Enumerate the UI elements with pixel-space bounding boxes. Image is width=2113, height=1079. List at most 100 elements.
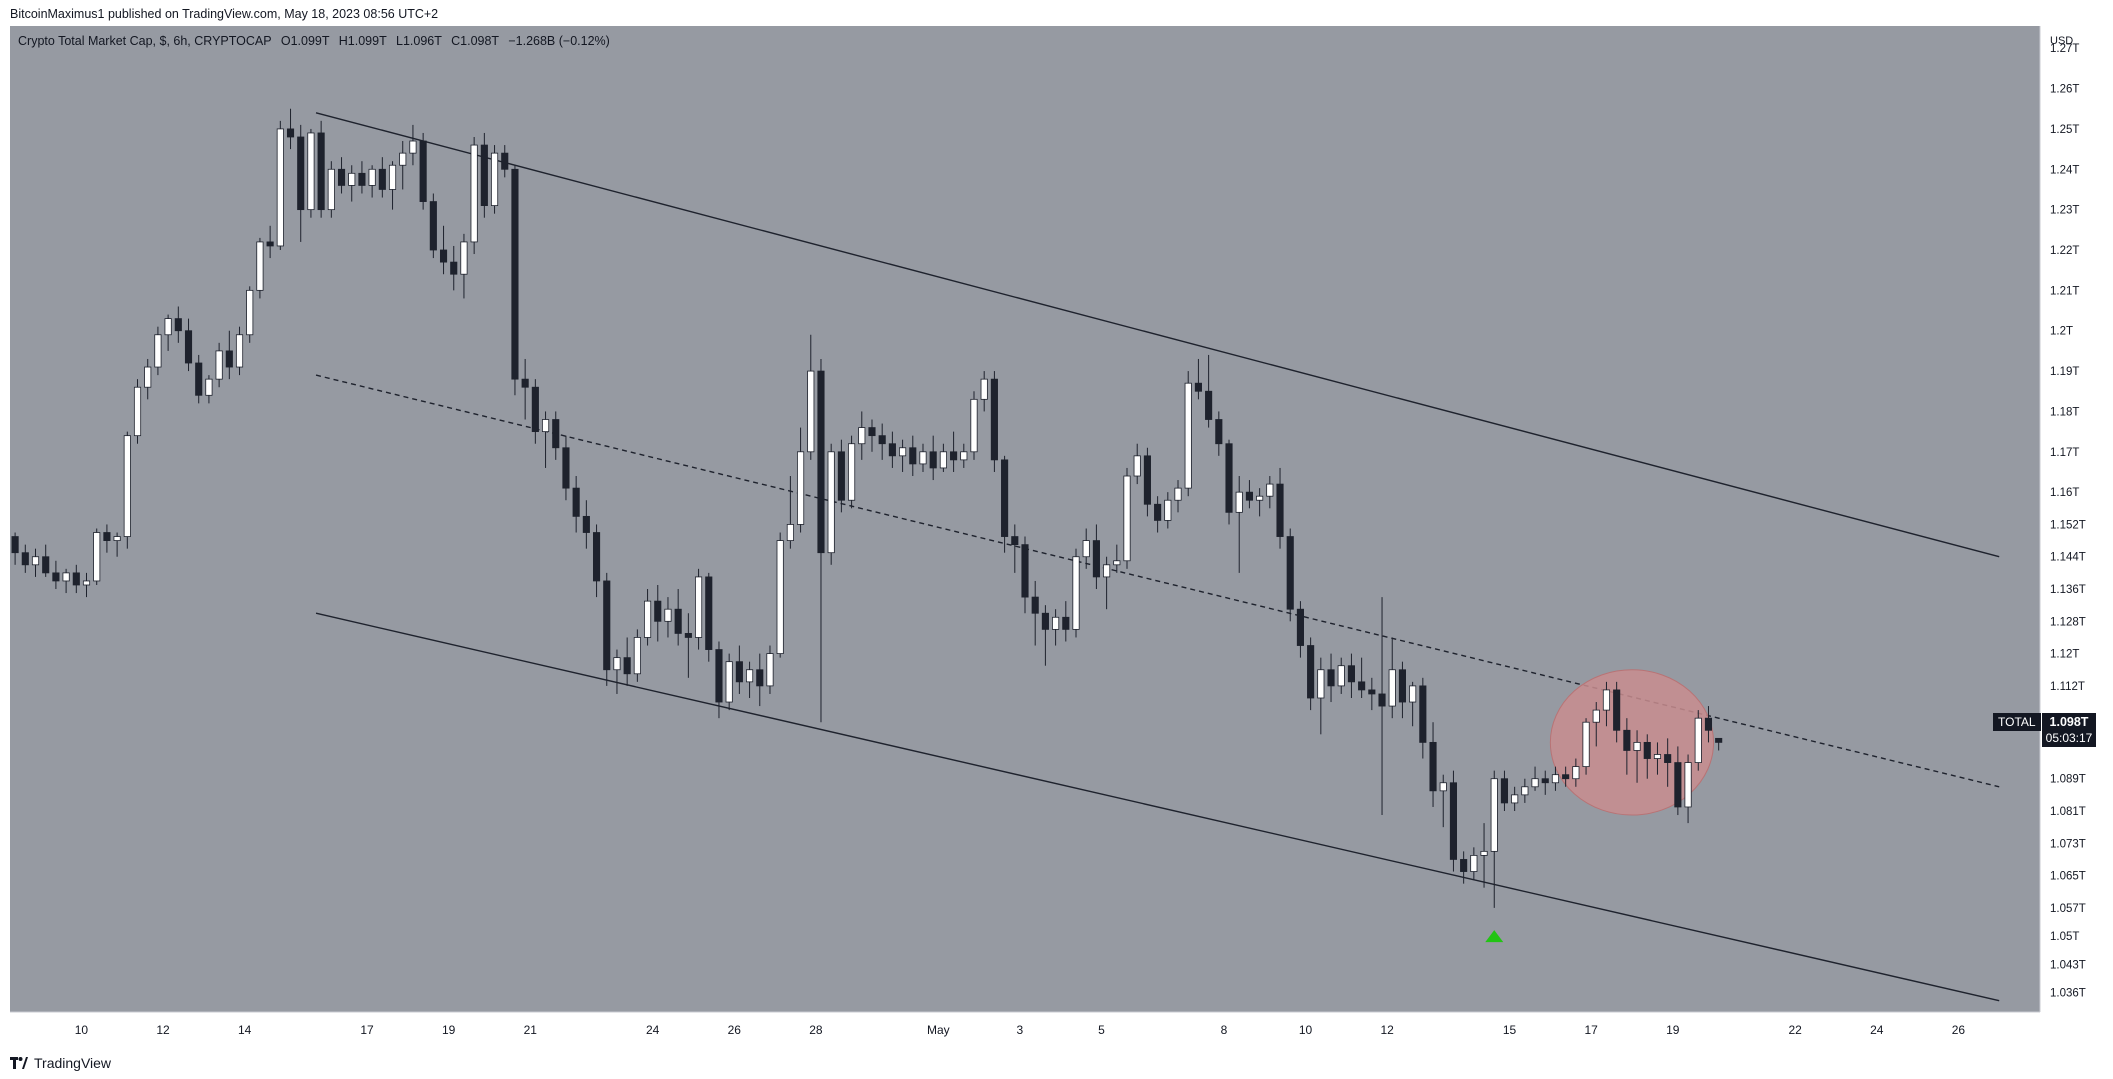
candle[interactable] (623, 637, 631, 686)
candle[interactable] (684, 613, 692, 678)
candle[interactable] (1449, 770, 1458, 872)
candle[interactable] (929, 435, 937, 481)
candle[interactable] (1082, 528, 1090, 569)
candle[interactable] (1358, 657, 1366, 698)
candle[interactable] (1235, 476, 1243, 573)
candle[interactable] (603, 572, 611, 686)
candle[interactable] (1368, 677, 1376, 711)
candle[interactable] (235, 326, 244, 376)
candle[interactable] (939, 443, 947, 472)
candle[interactable] (1133, 443, 1141, 485)
candle[interactable] (695, 568, 703, 650)
candle[interactable] (725, 653, 733, 711)
candle[interactable] (1388, 637, 1396, 719)
candle[interactable] (562, 435, 570, 501)
candle[interactable] (1062, 601, 1070, 642)
candle[interactable] (797, 427, 805, 533)
candle[interactable] (960, 443, 968, 468)
candle[interactable] (868, 419, 876, 452)
candle[interactable] (62, 568, 70, 594)
candle[interactable] (705, 572, 713, 662)
candle[interactable] (1276, 467, 1284, 549)
candle[interactable] (592, 524, 601, 598)
candle[interactable] (1296, 601, 1304, 658)
candle[interactable] (439, 225, 448, 275)
candle[interactable] (490, 145, 499, 214)
candle[interactable] (1327, 653, 1335, 703)
candle[interactable] (1256, 488, 1264, 517)
candle[interactable] (888, 431, 896, 468)
channel-mid-line[interactable] (315, 374, 2000, 788)
candle[interactable] (1653, 742, 1662, 775)
highlight-circle[interactable] (1549, 669, 1715, 816)
candle[interactable] (1225, 439, 1233, 525)
candle[interactable] (531, 379, 539, 444)
candle[interactable] (388, 161, 397, 210)
candle[interactable] (837, 439, 845, 513)
candle[interactable] (1194, 358, 1202, 400)
candle[interactable] (807, 334, 815, 460)
candle[interactable] (1052, 609, 1060, 646)
candle[interactable] (511, 165, 519, 396)
candle[interactable] (266, 225, 274, 259)
candle[interactable] (307, 128, 315, 218)
candle[interactable] (133, 379, 142, 444)
candle[interactable] (1429, 722, 1437, 807)
candle[interactable] (848, 435, 856, 509)
candle[interactable] (1011, 524, 1019, 573)
candle[interactable] (52, 560, 60, 590)
candle[interactable] (735, 645, 743, 694)
candle[interactable] (827, 443, 835, 565)
candle[interactable] (501, 145, 509, 178)
candle[interactable] (1307, 637, 1315, 711)
candle[interactable] (480, 132, 488, 218)
candle[interactable] (654, 584, 662, 642)
candle[interactable] (21, 544, 29, 573)
candle[interactable] (990, 371, 998, 472)
candle[interactable] (909, 435, 917, 477)
candle[interactable] (1602, 681, 1611, 727)
candle[interactable] (368, 165, 376, 198)
candle[interactable] (674, 589, 682, 646)
candle[interactable] (1398, 661, 1406, 719)
candle[interactable] (919, 443, 927, 472)
candle[interactable] (1460, 851, 1468, 884)
candle[interactable] (817, 358, 825, 723)
candle[interactable] (1021, 536, 1029, 614)
candle[interactable] (572, 476, 580, 533)
candle[interactable] (1031, 580, 1039, 646)
candle[interactable] (429, 193, 437, 259)
candle[interactable] (633, 629, 641, 682)
candle[interactable] (899, 439, 907, 472)
candle[interactable] (776, 532, 784, 658)
candle[interactable] (1613, 681, 1621, 743)
candle[interactable] (858, 411, 866, 460)
candle[interactable] (541, 411, 550, 468)
candle[interactable] (144, 358, 152, 400)
channel-lower-line[interactable] (315, 612, 2000, 1002)
candle[interactable] (215, 342, 223, 388)
candle[interactable] (195, 354, 203, 404)
candle[interactable] (297, 124, 305, 242)
candle[interactable] (205, 375, 213, 404)
candle[interactable] (980, 371, 988, 412)
candle[interactable] (970, 391, 978, 460)
candle[interactable] (1633, 730, 1641, 783)
candle[interactable] (1470, 847, 1478, 880)
candle[interactable] (1143, 447, 1151, 517)
candle[interactable] (317, 120, 325, 218)
candle[interactable] (1490, 770, 1498, 908)
candle[interactable] (1215, 411, 1223, 456)
candle[interactable] (644, 589, 652, 646)
candle[interactable] (460, 233, 468, 299)
candle[interactable] (1684, 754, 1692, 824)
tradingview-logo[interactable]: TradingView (10, 1055, 111, 1071)
candle[interactable] (1266, 476, 1274, 509)
candle[interactable] (1511, 786, 1519, 812)
candle[interactable] (1378, 597, 1386, 816)
candle[interactable] (31, 548, 40, 577)
candle[interactable] (1347, 653, 1355, 698)
candle[interactable] (1123, 467, 1131, 569)
candle[interactable] (1643, 734, 1651, 779)
candle[interactable] (1674, 746, 1682, 816)
